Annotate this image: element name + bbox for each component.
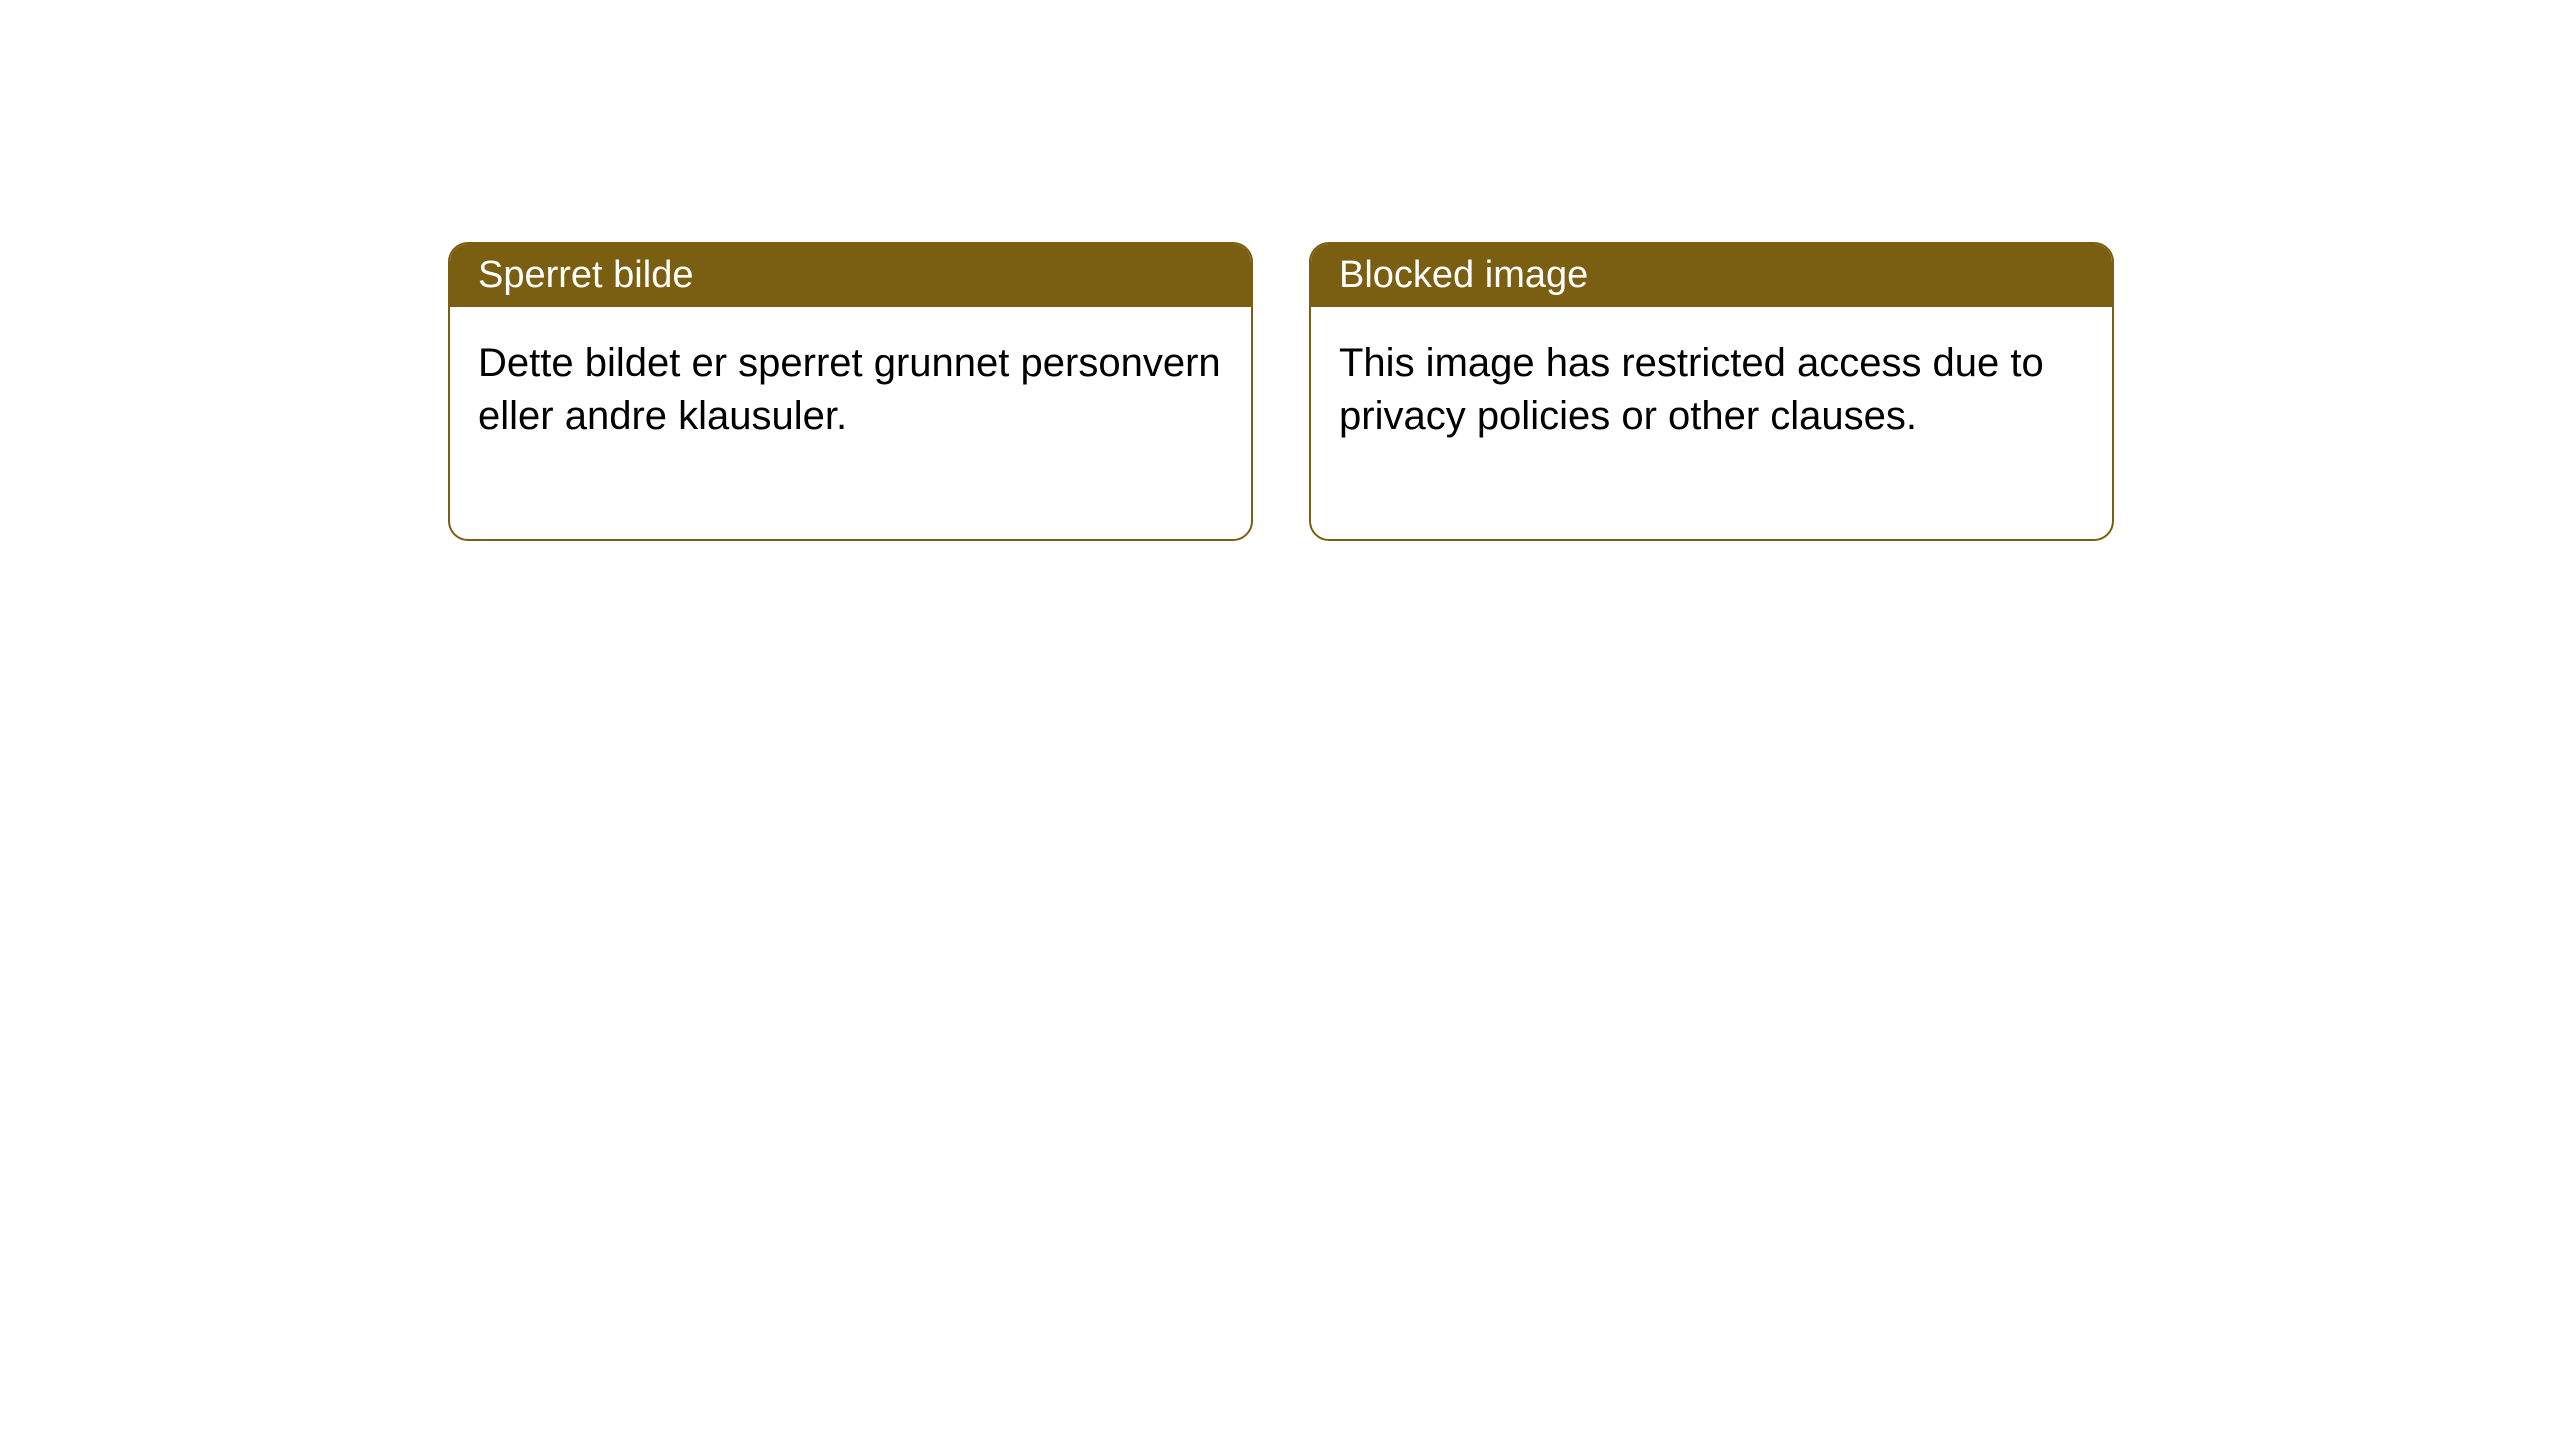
notice-header-norwegian: Sperret bilde bbox=[450, 244, 1251, 307]
notice-body-english: This image has restricted access due to … bbox=[1311, 307, 2112, 539]
notice-container: Sperret bilde Dette bildet er sperret gr… bbox=[448, 242, 2114, 541]
notice-box-norwegian: Sperret bilde Dette bildet er sperret gr… bbox=[448, 242, 1253, 541]
notice-box-english: Blocked image This image has restricted … bbox=[1309, 242, 2114, 541]
notice-body-norwegian: Dette bildet er sperret grunnet personve… bbox=[450, 307, 1251, 539]
notice-header-english: Blocked image bbox=[1311, 244, 2112, 307]
